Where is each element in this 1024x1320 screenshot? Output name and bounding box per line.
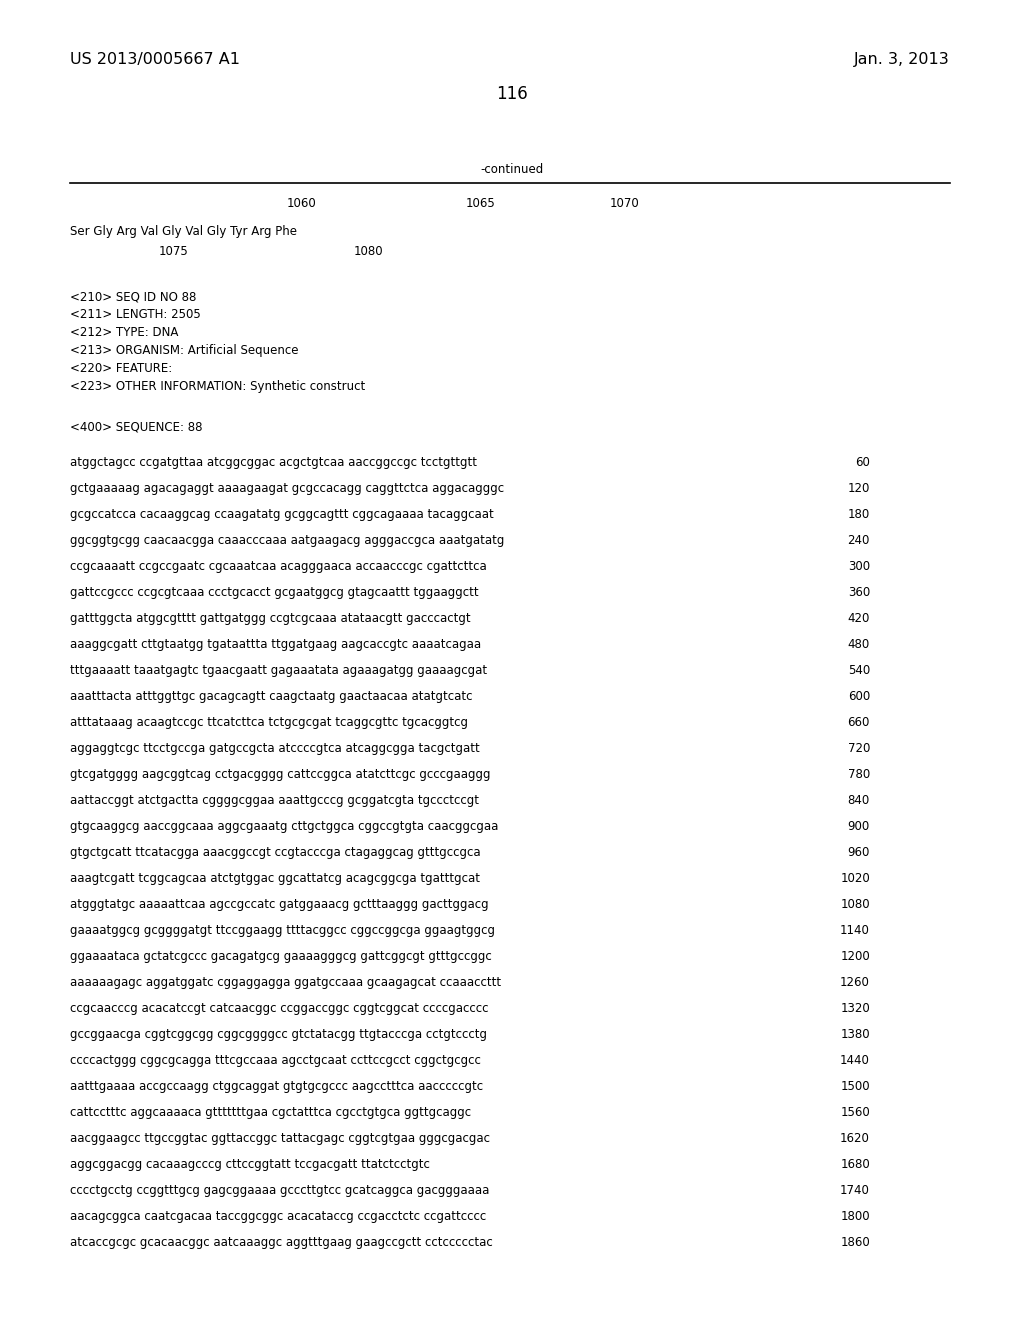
Text: gtgctgcatt ttcatacgga aaacggccgt ccgtacccga ctagaggcag gtttgccgca: gtgctgcatt ttcatacgga aaacggccgt ccgtacc… — [70, 846, 480, 859]
Text: 360: 360 — [848, 586, 870, 599]
Text: 660: 660 — [848, 715, 870, 729]
Text: ggaaaataca gctatcgccc gacagatgcg gaaaagggcg gattcggcgt gtttgccggc: ggaaaataca gctatcgccc gacagatgcg gaaaagg… — [70, 950, 492, 964]
Text: ccgcaaaatt ccgccgaatc cgcaaatcaa acagggaaca accaacccgc cgattcttca: ccgcaaaatt ccgccgaatc cgcaaatcaa acaggga… — [70, 560, 486, 573]
Text: atgggtatgc aaaaattcaa agccgccatc gatggaaacg gctttaaggg gacttggacg: atgggtatgc aaaaattcaa agccgccatc gatggaa… — [70, 898, 488, 911]
Text: aaatttacta atttggttgc gacagcagtt caagctaatg gaactaacaa atatgtcatc: aaatttacta atttggttgc gacagcagtt caagcta… — [70, 690, 472, 704]
Text: 1680: 1680 — [841, 1158, 870, 1171]
Text: Ser Gly Arg Val Gly Val Gly Tyr Arg Phe: Ser Gly Arg Val Gly Val Gly Tyr Arg Phe — [70, 224, 297, 238]
Text: gaaaatggcg gcggggatgt ttccggaagg ttttacggcc cggccggcga ggaagtggcg: gaaaatggcg gcggggatgt ttccggaagg ttttacg… — [70, 924, 495, 937]
Text: 180: 180 — [848, 508, 870, 521]
Text: 1020: 1020 — [841, 873, 870, 884]
Text: aaaaaagagc aggatggatc cggaggagga ggatgccaaa gcaagagcat ccaaaccttt: aaaaaagagc aggatggatc cggaggagga ggatgcc… — [70, 975, 501, 989]
Text: 720: 720 — [848, 742, 870, 755]
Text: -continued: -continued — [480, 162, 544, 176]
Text: aatttgaaaa accgccaagg ctggcaggat gtgtgcgccc aagcctttca aacccccgtc: aatttgaaaa accgccaagg ctggcaggat gtgtgcg… — [70, 1080, 483, 1093]
Text: Jan. 3, 2013: Jan. 3, 2013 — [854, 51, 950, 67]
Text: cattcctttc aggcaaaaca gtttttttgaa cgctatttca cgcctgtgca ggttgcaggc: cattcctttc aggcaaaaca gtttttttgaa cgctat… — [70, 1106, 471, 1119]
Text: <223> OTHER INFORMATION: Synthetic construct: <223> OTHER INFORMATION: Synthetic const… — [70, 380, 366, 393]
Text: aaaggcgatt cttgtaatgg tgataattta ttggatgaag aagcaccgtc aaaatcagaa: aaaggcgatt cttgtaatgg tgataattta ttggatg… — [70, 638, 481, 651]
Text: 1260: 1260 — [840, 975, 870, 989]
Text: 116: 116 — [496, 84, 528, 103]
Text: 1075: 1075 — [159, 246, 188, 257]
Text: <213> ORGANISM: Artificial Sequence: <213> ORGANISM: Artificial Sequence — [70, 345, 299, 356]
Text: 1380: 1380 — [841, 1028, 870, 1041]
Text: 1060: 1060 — [287, 197, 316, 210]
Text: 1320: 1320 — [841, 1002, 870, 1015]
Text: 1065: 1065 — [466, 197, 496, 210]
Text: aaagtcgatt tcggcagcaa atctgtggac ggcattatcg acagcggcga tgatttgcat: aaagtcgatt tcggcagcaa atctgtggac ggcatta… — [70, 873, 480, 884]
Text: US 2013/0005667 A1: US 2013/0005667 A1 — [70, 51, 240, 67]
Text: 300: 300 — [848, 560, 870, 573]
Text: gtcgatgggg aagcggtcag cctgacgggg cattccggca atatcttcgc gcccgaaggg: gtcgatgggg aagcggtcag cctgacgggg cattccg… — [70, 768, 490, 781]
Text: 1740: 1740 — [840, 1184, 870, 1197]
Text: gattccgccc ccgcgtcaaa ccctgcacct gcgaatggcg gtagcaattt tggaaggctt: gattccgccc ccgcgtcaaa ccctgcacct gcgaatg… — [70, 586, 478, 599]
Text: ccccactggg cggcgcagga tttcgccaaa agcctgcaat ccttccgcct cggctgcgcc: ccccactggg cggcgcagga tttcgccaaa agcctgc… — [70, 1053, 481, 1067]
Text: <400> SEQUENCE: 88: <400> SEQUENCE: 88 — [70, 420, 203, 433]
Text: 1440: 1440 — [840, 1053, 870, 1067]
Text: atttataaag acaagtccgc ttcatcttca tctgcgcgat tcaggcgttc tgcacggtcg: atttataaag acaagtccgc ttcatcttca tctgcgc… — [70, 715, 468, 729]
Text: aggcggacgg cacaaagcccg cttccggtatt tccgacgatt ttatctcctgtc: aggcggacgg cacaaagcccg cttccggtatt tccga… — [70, 1158, 430, 1171]
Text: 1860: 1860 — [841, 1236, 870, 1249]
Text: 1200: 1200 — [841, 950, 870, 964]
Text: gatttggcta atggcgtttt gattgatggg ccgtcgcaaa atataacgtt gacccactgt: gatttggcta atggcgtttt gattgatggg ccgtcgc… — [70, 612, 471, 624]
Text: ccgcaacccg acacatccgt catcaacggc ccggaccggc cggtcggcat ccccgacccc: ccgcaacccg acacatccgt catcaacggc ccggacc… — [70, 1002, 488, 1015]
Text: 60: 60 — [855, 455, 870, 469]
Text: 900: 900 — [848, 820, 870, 833]
Text: ggcggtgcgg caacaacgga caaacccaaa aatgaagacg agggaccgca aaatgatatg: ggcggtgcgg caacaacgga caaacccaaa aatgaag… — [70, 535, 505, 546]
Text: gcgccatcca cacaaggcag ccaagatatg gcggcagttt cggcagaaaa tacaggcaat: gcgccatcca cacaaggcag ccaagatatg gcggcag… — [70, 508, 494, 521]
Text: aacagcggca caatcgacaa taccggcggc acacataccg ccgacctctc ccgattcccc: aacagcggca caatcgacaa taccggcggc acacata… — [70, 1210, 486, 1224]
Text: 1080: 1080 — [841, 898, 870, 911]
Text: <220> FEATURE:: <220> FEATURE: — [70, 362, 172, 375]
Text: gtgcaaggcg aaccggcaaa aggcgaaatg cttgctggca cggccgtgta caacggcgaa: gtgcaaggcg aaccggcaaa aggcgaaatg cttgctg… — [70, 820, 499, 833]
Text: 540: 540 — [848, 664, 870, 677]
Text: 1800: 1800 — [841, 1210, 870, 1224]
Text: cccctgcctg ccggtttgcg gagcggaaaa gcccttgtcc gcatcaggca gacgggaaaa: cccctgcctg ccggtttgcg gagcggaaaa gcccttg… — [70, 1184, 489, 1197]
Text: 1560: 1560 — [841, 1106, 870, 1119]
Text: 1080: 1080 — [353, 246, 383, 257]
Text: 960: 960 — [848, 846, 870, 859]
Text: aattaccggt atctgactta cggggcggaa aaattgcccg gcggatcgta tgccctccgt: aattaccggt atctgactta cggggcggaa aaattgc… — [70, 795, 479, 807]
Text: atcaccgcgc gcacaacggc aatcaaaggc aggtttgaag gaagccgctt cctccccctac: atcaccgcgc gcacaacggc aatcaaaggc aggtttg… — [70, 1236, 493, 1249]
Text: aacggaagcc ttgccggtac ggttaccggc tattacgagc cggtcgtgaa gggcgacgac: aacggaagcc ttgccggtac ggttaccggc tattacg… — [70, 1133, 490, 1144]
Text: aggaggtcgc ttcctgccga gatgccgcta atccccgtca atcaggcgga tacgctgatt: aggaggtcgc ttcctgccga gatgccgcta atccccg… — [70, 742, 480, 755]
Text: <210> SEQ ID NO 88: <210> SEQ ID NO 88 — [70, 290, 197, 304]
Text: 420: 420 — [848, 612, 870, 624]
Text: 240: 240 — [848, 535, 870, 546]
Text: 1500: 1500 — [841, 1080, 870, 1093]
Text: 1070: 1070 — [609, 197, 639, 210]
Text: 480: 480 — [848, 638, 870, 651]
Text: <211> LENGTH: 2505: <211> LENGTH: 2505 — [70, 308, 201, 321]
Text: tttgaaaatt taaatgagtc tgaacgaatt gagaaatata agaaagatgg gaaaagcgat: tttgaaaatt taaatgagtc tgaacgaatt gagaaat… — [70, 664, 487, 677]
Text: 120: 120 — [848, 482, 870, 495]
Text: 600: 600 — [848, 690, 870, 704]
Text: 1140: 1140 — [840, 924, 870, 937]
Text: gctgaaaaag agacagaggt aaaagaagat gcgccacagg caggttctca aggacagggc: gctgaaaaag agacagaggt aaaagaagat gcgccac… — [70, 482, 504, 495]
Text: <212> TYPE: DNA: <212> TYPE: DNA — [70, 326, 178, 339]
Text: 1620: 1620 — [840, 1133, 870, 1144]
Text: 840: 840 — [848, 795, 870, 807]
Text: 780: 780 — [848, 768, 870, 781]
Text: atggctagcc ccgatgttaa atcggcggac acgctgtcaa aaccggccgc tcctgttgtt: atggctagcc ccgatgttaa atcggcggac acgctgt… — [70, 455, 477, 469]
Text: gccggaacga cggtcggcgg cggcggggcc gtctatacgg ttgtacccga cctgtccctg: gccggaacga cggtcggcgg cggcggggcc gtctata… — [70, 1028, 487, 1041]
